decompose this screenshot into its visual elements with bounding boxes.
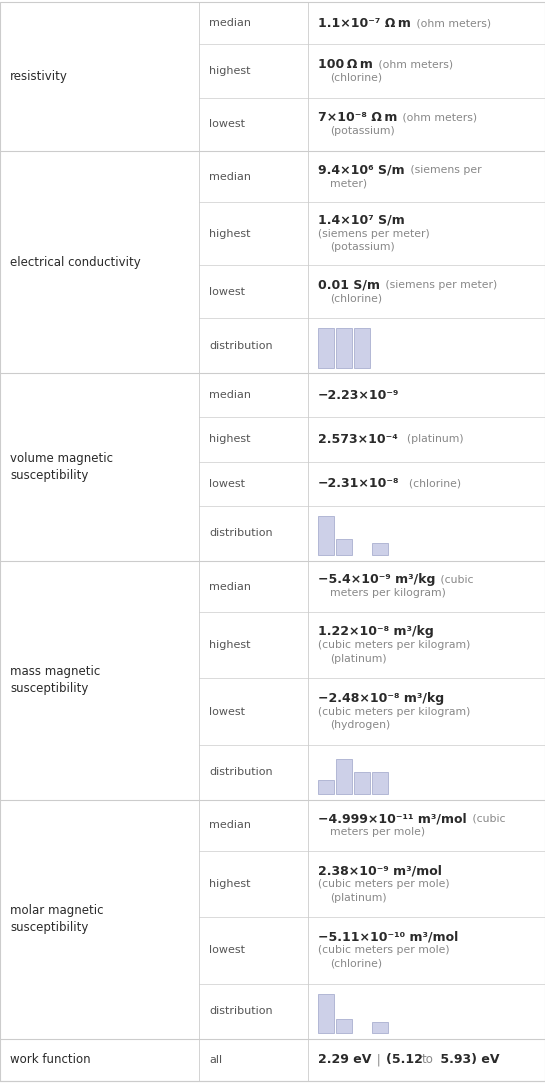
Text: (cubic: (cubic xyxy=(469,813,505,824)
Text: highest: highest xyxy=(209,640,251,651)
Text: −5.4×10⁻⁹ m³/kg: −5.4×10⁻⁹ m³/kg xyxy=(318,573,435,586)
Text: distribution: distribution xyxy=(209,1006,272,1016)
Text: 1.1×10⁻⁷ Ω m: 1.1×10⁻⁷ Ω m xyxy=(318,16,411,29)
Text: distribution: distribution xyxy=(209,767,272,778)
Text: (potassium): (potassium) xyxy=(330,243,395,252)
Text: (cubic: (cubic xyxy=(438,575,474,585)
Text: (cubic meters per kilogram): (cubic meters per kilogram) xyxy=(318,640,470,651)
Text: (siemens per: (siemens per xyxy=(407,165,481,174)
Text: (ohm meters): (ohm meters) xyxy=(413,18,491,28)
Text: distribution: distribution xyxy=(209,341,272,351)
Text: 9.4×10⁶ S/m: 9.4×10⁶ S/m xyxy=(318,164,404,177)
Text: −2.23×10⁻⁹: −2.23×10⁻⁹ xyxy=(318,389,399,402)
Bar xyxy=(318,516,334,556)
Text: molar magnetic
susceptibility: molar magnetic susceptibility xyxy=(10,904,104,935)
Text: lowest: lowest xyxy=(209,945,245,955)
Text: (cubic meters per mole): (cubic meters per mole) xyxy=(318,945,450,955)
Text: (cubic meters per kilogram): (cubic meters per kilogram) xyxy=(318,706,470,717)
Text: 2.38×10⁻⁹ m³/mol: 2.38×10⁻⁹ m³/mol xyxy=(318,864,442,877)
Text: (hydrogen): (hydrogen) xyxy=(330,720,390,730)
Text: (platinum): (platinum) xyxy=(399,434,463,444)
Text: work function: work function xyxy=(10,1054,90,1067)
Text: median: median xyxy=(209,390,251,401)
Text: (ohm meters): (ohm meters) xyxy=(375,60,453,69)
Text: (siemens per meter): (siemens per meter) xyxy=(382,279,497,290)
Text: median: median xyxy=(209,18,251,28)
Bar xyxy=(372,772,388,794)
Text: (ohm meters): (ohm meters) xyxy=(399,113,477,122)
Bar xyxy=(336,538,352,556)
Text: lowest: lowest xyxy=(209,706,245,717)
Text: (platinum): (platinum) xyxy=(330,654,386,664)
Text: (chlorine): (chlorine) xyxy=(330,293,382,303)
Text: highest: highest xyxy=(209,229,251,238)
Text: (chlorine): (chlorine) xyxy=(330,958,382,969)
Text: 1.4×10⁷ S/m: 1.4×10⁷ S/m xyxy=(318,213,405,226)
Text: (platinum): (platinum) xyxy=(330,892,386,903)
Bar xyxy=(318,328,334,368)
Bar xyxy=(354,328,370,368)
Bar xyxy=(372,1022,388,1033)
Text: mass magnetic
susceptibility: mass magnetic susceptibility xyxy=(10,665,100,695)
Text: 2.573×10⁻⁴: 2.573×10⁻⁴ xyxy=(318,433,398,446)
Text: (chlorine): (chlorine) xyxy=(330,73,382,82)
Text: meters per mole): meters per mole) xyxy=(330,827,425,837)
Text: (5.12: (5.12 xyxy=(386,1054,427,1067)
Text: electrical conductivity: electrical conductivity xyxy=(10,256,141,269)
Text: lowest: lowest xyxy=(209,287,245,297)
Text: meter): meter) xyxy=(330,179,367,188)
Text: median: median xyxy=(209,821,251,831)
Text: (siemens per meter): (siemens per meter) xyxy=(318,229,430,238)
Bar xyxy=(354,772,370,794)
Text: meters per kilogram): meters per kilogram) xyxy=(330,588,446,598)
Bar xyxy=(372,543,388,556)
Text: −2.48×10⁻⁸ m³/kg: −2.48×10⁻⁸ m³/kg xyxy=(318,692,444,705)
Text: 2.29 eV: 2.29 eV xyxy=(318,1054,371,1067)
Text: (potassium): (potassium) xyxy=(330,126,395,136)
Text: 7×10⁻⁸ Ω m: 7×10⁻⁸ Ω m xyxy=(318,110,397,123)
Bar xyxy=(318,781,334,794)
Text: lowest: lowest xyxy=(209,479,245,488)
Text: to: to xyxy=(422,1054,434,1067)
Text: −5.11×10⁻¹⁰ m³/mol: −5.11×10⁻¹⁰ m³/mol xyxy=(318,930,458,943)
Text: (cubic meters per mole): (cubic meters per mole) xyxy=(318,879,450,889)
Text: highest: highest xyxy=(209,66,251,76)
Text: highest: highest xyxy=(209,879,251,889)
Text: (chlorine): (chlorine) xyxy=(402,479,461,488)
Text: 0.01 S/m: 0.01 S/m xyxy=(318,278,380,291)
Text: all: all xyxy=(209,1055,222,1065)
Text: volume magnetic
susceptibility: volume magnetic susceptibility xyxy=(10,452,113,482)
Text: median: median xyxy=(209,171,251,182)
Text: 5.93) eV: 5.93) eV xyxy=(436,1054,500,1067)
Text: resistivity: resistivity xyxy=(10,70,68,83)
Text: 1.22×10⁻⁸ m³/kg: 1.22×10⁻⁸ m³/kg xyxy=(318,625,434,638)
Text: |: | xyxy=(373,1054,385,1067)
Text: 100 Ω m: 100 Ω m xyxy=(318,57,373,70)
Text: distribution: distribution xyxy=(209,529,272,538)
Text: median: median xyxy=(209,582,251,591)
Text: −2.31×10⁻⁸: −2.31×10⁻⁸ xyxy=(318,478,399,491)
Bar xyxy=(336,1019,352,1033)
Text: −4.999×10⁻¹¹ m³/mol: −4.999×10⁻¹¹ m³/mol xyxy=(318,812,467,825)
Text: lowest: lowest xyxy=(209,119,245,129)
Bar xyxy=(336,328,352,368)
Bar xyxy=(318,993,334,1033)
Bar xyxy=(336,758,352,794)
Text: highest: highest xyxy=(209,434,251,444)
